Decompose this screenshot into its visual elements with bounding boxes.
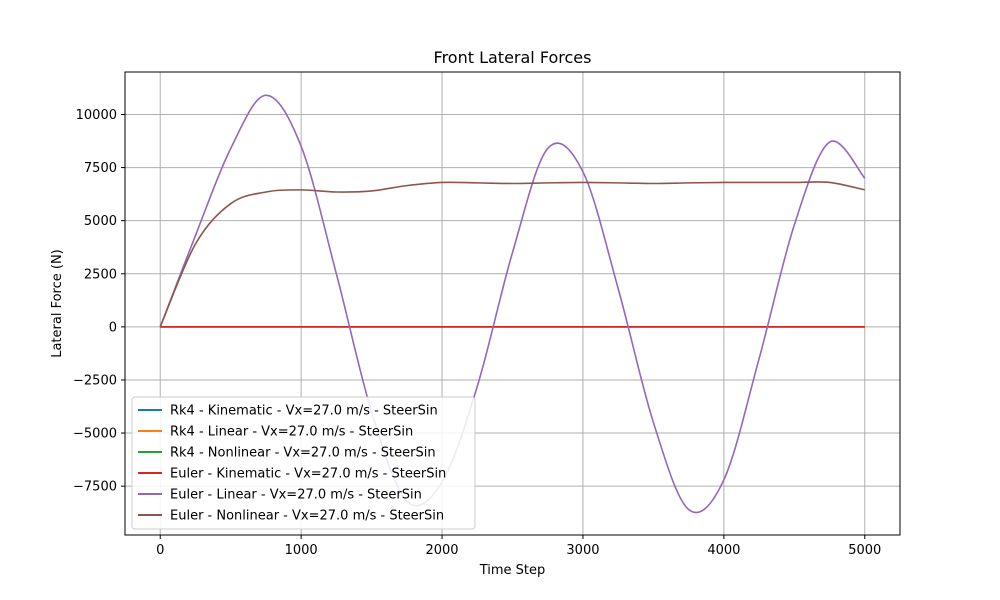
y-tick-label: 7500 [84,161,117,176]
legend-label: Euler - Linear - Vx=27.0 m/s - SteerSin [170,488,422,503]
chart-title: Front Lateral Forces [434,48,592,67]
y-tick-label: −2500 [73,373,117,388]
y-tick-label: −5000 [73,427,117,442]
y-tick-label: −7500 [73,480,117,495]
x-axis-label: Time Step [479,563,546,578]
y-tick-label: 5000 [84,214,117,229]
legend-label: Rk4 - Nonlinear - Vx=27.0 m/s - SteerSin [170,446,436,461]
y-tick-label: 0 [109,320,117,335]
y-tick-label: 2500 [84,267,117,282]
legend-label: Euler - Nonlinear - Vx=27.0 m/s - SteerS… [170,509,444,524]
x-tick-label: 1000 [285,543,318,558]
legend-label: Rk4 - Linear - Vx=27.0 m/s - SteerSin [170,425,413,440]
x-tick-label: 0 [156,543,164,558]
x-tick-label: 2000 [425,543,458,558]
plot-frame [124,71,901,536]
x-tick-label: 3000 [566,543,599,558]
legend-label: Rk4 - Kinematic - Vx=27.0 m/s - SteerSin [170,404,438,419]
x-tick-label: 4000 [707,543,740,558]
series-lines [159,94,866,514]
y-axis-label: Lateral Force (N) [50,249,65,358]
series-line-5 [159,94,866,514]
ticks: 0 1000 2000 3000 4000 5000 −7500 −5000 −2500 0 250… [73,108,881,558]
series-line-6 [159,181,865,328]
legend: Rk4 - Kinematic - Vx=27.0 m/s - SteerSin… [131,396,476,530]
legend-label: Euler - Kinematic - Vx=27.0 m/s - SteerS… [170,467,446,482]
legend-box [131,396,476,530]
x-tick-label: 5000 [848,543,881,558]
y-tick-label: 10000 [76,108,117,123]
